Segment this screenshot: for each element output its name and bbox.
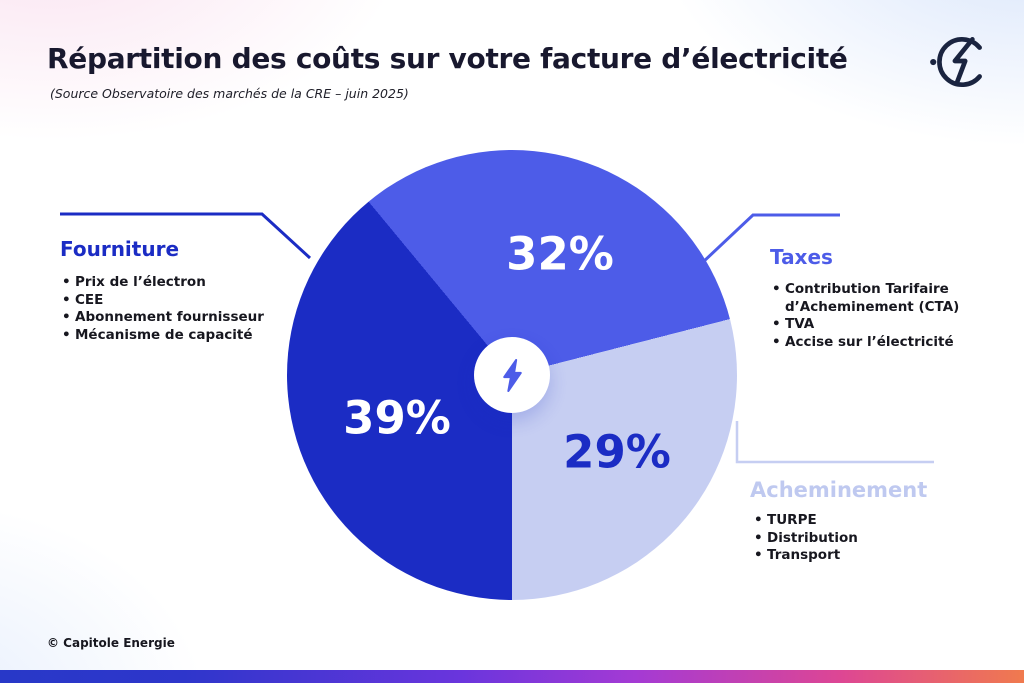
logo-lightning-icon [952,37,975,85]
list-item: TURPE [752,512,952,530]
pie-slice-label-acheminement: 29% [563,425,671,479]
list-item: Mécanisme de capacité [60,327,280,345]
callout-heading-fourniture: Fourniture [60,237,180,261]
pie-slice-label-taxes: 32% [506,227,614,281]
page-title: Répartition des coûts sur votre facture … [47,42,848,75]
pie-slice-label-fourniture: 39% [343,391,451,445]
logo-dot [930,58,937,66]
pie-chart: 32% 39% 29% [287,150,737,600]
pie-center-badge [474,337,550,413]
list-item: Contribution Tarifaire d’Acheminement (C… [770,281,970,316]
copyright-text: © Capitole Energie [47,636,175,650]
list-item: Prix de l’électron [60,274,280,292]
logo-c-arc [937,37,982,88]
brand-gradient-bar [0,670,1024,683]
callout-list-taxes: Contribution Tarifaire d’Acheminement (C… [770,281,970,351]
callout-heading-taxes: Taxes [770,245,833,269]
acheminement-connector-line [735,421,934,464]
list-item: Abonnement fournisseur [60,309,280,327]
lightning-bolt-icon [502,358,522,392]
callout-list-acheminement: TURPE Distribution Transport [752,512,952,565]
capitole-energie-logo [930,37,982,88]
callout-list-fourniture: Prix de l’électron CEE Abonnement fourni… [60,274,280,344]
list-item: CEE [60,292,280,310]
list-item: TVA [770,316,970,334]
list-item: Distribution [752,530,952,548]
callout-heading-acheminement: Acheminement [750,478,928,502]
source-subtitle: (Source Observatoire des marchés de la C… [50,86,409,101]
list-item: Transport [752,547,952,565]
list-item: Accise sur l’électricité [770,334,970,352]
